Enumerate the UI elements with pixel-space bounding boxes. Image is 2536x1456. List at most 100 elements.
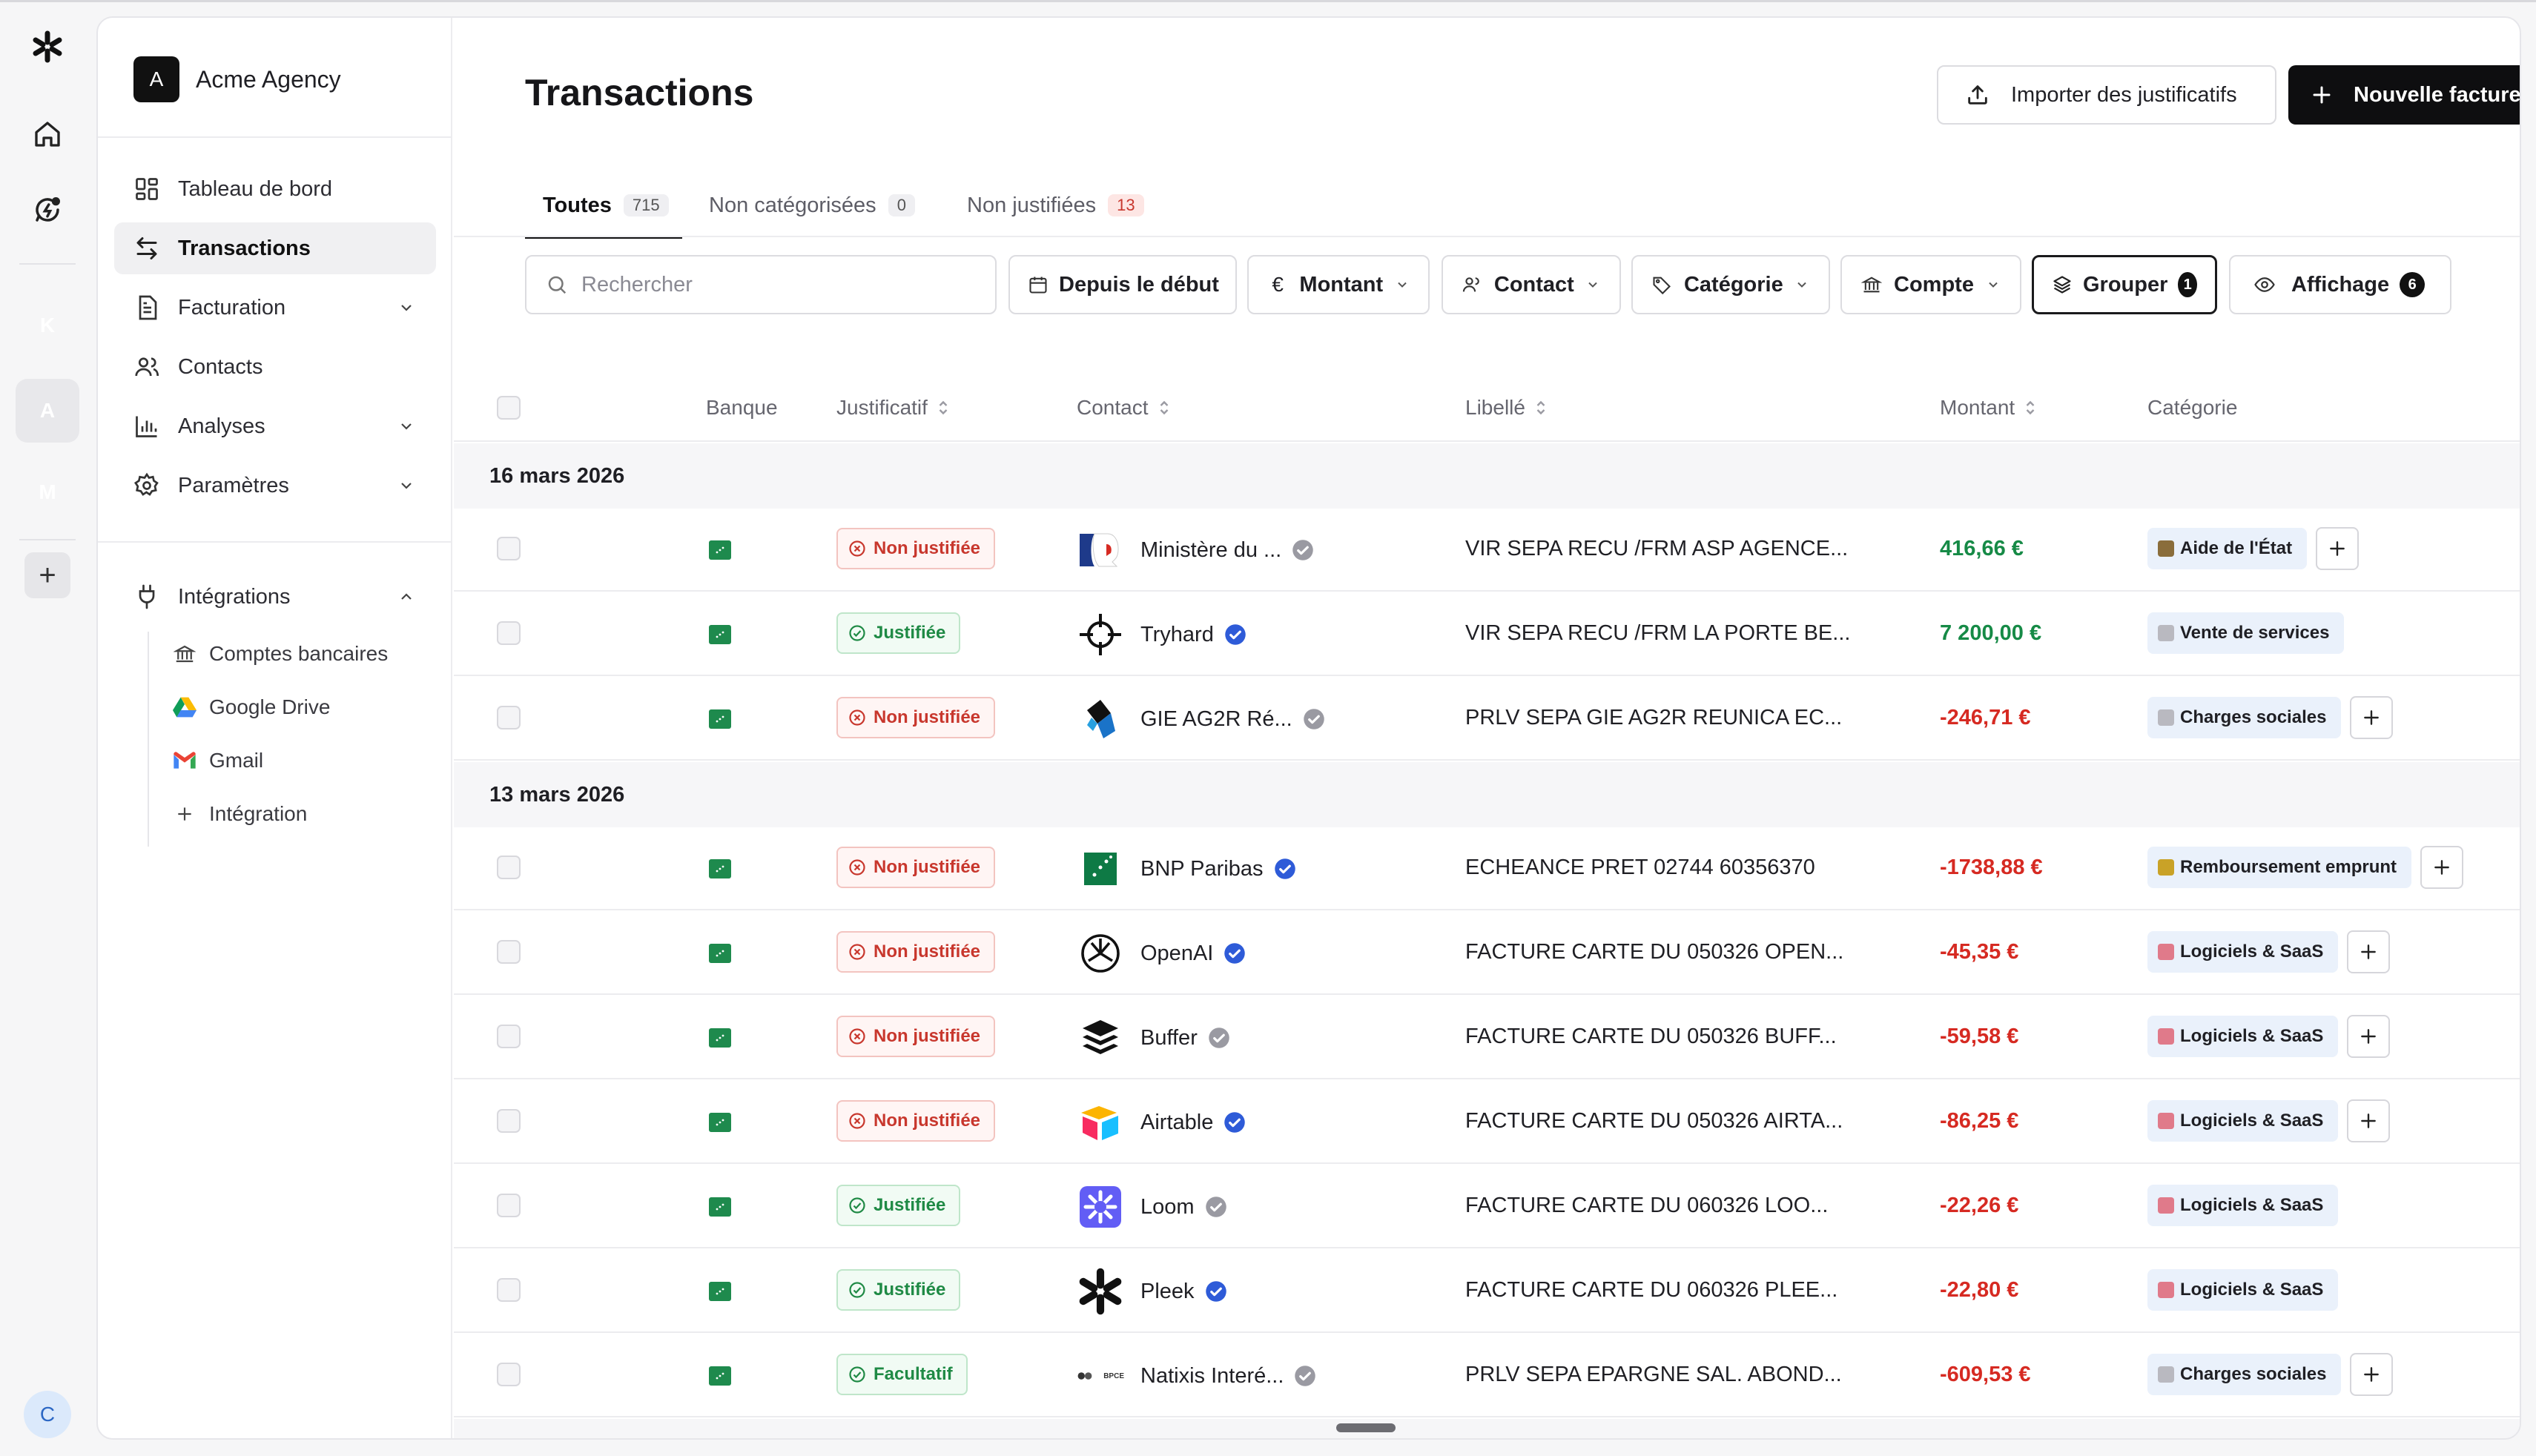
- table-row[interactable]: Non justifiée GIE AG2R Ré... PRLV SEPA GIE…: [454, 678, 2520, 761]
- justification-status-badge[interactable]: Justifiée: [836, 612, 961, 654]
- workspace-switcher[interactable]: A Acme Agency: [133, 56, 341, 102]
- new-invoice-button[interactable]: Nouvelle facture: [2288, 65, 2520, 125]
- workspace-a-button[interactable]: A: [39, 399, 56, 422]
- import-documents-button[interactable]: Importer des justificatifs: [1937, 65, 2276, 125]
- contact-cell[interactable]: Loom: [1077, 1183, 1227, 1231]
- add-category-button[interactable]: [2350, 1353, 2393, 1396]
- filter-account[interactable]: Compte: [1840, 255, 2021, 314]
- add-category-button[interactable]: [2347, 1099, 2390, 1142]
- row-checkbox[interactable]: [497, 1278, 521, 1302]
- app-logo-icon[interactable]: [24, 23, 71, 70]
- sidebar-item-analyses[interactable]: Analyses: [114, 400, 436, 452]
- sidebar-item-integrations[interactable]: Intégrations: [114, 571, 436, 623]
- table-row[interactable]: Justifiée Tryhard VIR SEPA RECU /FRM LA PO…: [454, 593, 2520, 676]
- category-tag[interactable]: Aide de l'État: [2147, 528, 2308, 569]
- table-row[interactable]: Justifiée Pleek FACTURE CARTE DU 060326 PL…: [454, 1250, 2520, 1333]
- category-tag[interactable]: Charges sociales: [2147, 1354, 2342, 1395]
- category-tag[interactable]: Charges sociales: [2147, 697, 2342, 738]
- chevron-down-icon[interactable]: [394, 414, 418, 438]
- column-header-justificatif[interactable]: Justificatif: [836, 374, 950, 442]
- column-header-montant[interactable]: Montant: [1940, 374, 2037, 442]
- tab-toutes[interactable]: Toutes 715: [525, 173, 682, 239]
- filter-amount[interactable]: € Montant: [1247, 255, 1430, 314]
- justification-status-badge[interactable]: Non justifiée: [836, 697, 996, 738]
- scroll-handle[interactable]: [1336, 1423, 1396, 1432]
- row-checkbox[interactable]: [497, 1363, 521, 1386]
- filter-date[interactable]: Depuis le début: [1008, 255, 1237, 314]
- add-category-button[interactable]: [2350, 696, 2393, 739]
- justification-status-badge[interactable]: Justifiée: [836, 1269, 961, 1311]
- justification-status-badge[interactable]: Non justifiée: [836, 931, 996, 973]
- table-row[interactable]: Facultatif BPCE Natixis Interé... PRLV SEPA…: [454, 1334, 2520, 1417]
- add-category-button[interactable]: [2347, 1015, 2390, 1058]
- add-category-button[interactable]: [2347, 930, 2390, 973]
- category-tag[interactable]: Logiciels & SaaS: [2147, 931, 2339, 973]
- add-workspace-button[interactable]: +: [24, 552, 70, 598]
- sidebar-item-facturation[interactable]: Facturation: [114, 282, 436, 334]
- sidebar-subitem-google-drive[interactable]: Google Drive: [172, 686, 330, 728]
- justification-status-badge[interactable]: Facultatif: [836, 1354, 968, 1395]
- category-tag[interactable]: Logiciels & SaaS: [2147, 1016, 2339, 1057]
- contact-cell[interactable]: OpenAI: [1077, 930, 1246, 977]
- contact-cell[interactable]: Tryhard: [1077, 611, 1246, 658]
- filter-category[interactable]: Catégorie: [1631, 255, 1830, 314]
- contact-cell[interactable]: BNP Paribas: [1077, 845, 1296, 893]
- contact-cell[interactable]: Pleek: [1077, 1268, 1227, 1315]
- table-row[interactable]: Non justifiée Ministère du ... VIR SEPA RE…: [454, 509, 2520, 592]
- row-checkbox[interactable]: [497, 1194, 521, 1217]
- home-icon[interactable]: [24, 110, 71, 158]
- category-tag[interactable]: Logiciels & SaaS: [2147, 1185, 2339, 1226]
- contact-cell[interactable]: BPCE Natixis Interé...: [1077, 1352, 1316, 1400]
- chevron-down-icon[interactable]: [394, 296, 418, 320]
- category-tag[interactable]: Logiciels & SaaS: [2147, 1100, 2339, 1142]
- table-row[interactable]: Non justifiée BNP Paribas ECHEANCE PRET 02…: [454, 827, 2520, 910]
- table-row[interactable]: Justifiée Loom FACTURE CARTE DU 060326 LOO…: [454, 1165, 2520, 1248]
- workspace-m-button[interactable]: M: [39, 480, 56, 503]
- chevron-up-icon[interactable]: [394, 585, 418, 609]
- sidebar-subitem-add-integration[interactable]: Intégration: [172, 793, 307, 835]
- justification-status-badge[interactable]: Non justifiée: [836, 847, 996, 888]
- row-checkbox[interactable]: [497, 621, 521, 645]
- column-header-contact[interactable]: Contact: [1077, 374, 1171, 442]
- user-avatar[interactable]: C: [24, 1391, 71, 1438]
- row-checkbox[interactable]: [497, 706, 521, 729]
- contact-cell[interactable]: Buffer: [1077, 1014, 1230, 1062]
- sidebar-item-parametres[interactable]: Paramètres: [114, 460, 436, 512]
- tab-non-categorisees[interactable]: Non catégorisées 0: [709, 173, 915, 237]
- justification-status-badge[interactable]: Justifiée: [836, 1185, 961, 1226]
- add-category-button[interactable]: [2316, 527, 2359, 570]
- sidebar-subitem-gmail[interactable]: Gmail: [172, 740, 263, 781]
- column-header-libelle[interactable]: Libellé: [1465, 374, 1548, 442]
- sidebar-item-contacts[interactable]: Contacts: [114, 341, 436, 393]
- tab-non-justifiees[interactable]: Non justifiées 13: [967, 173, 1144, 237]
- justification-status-badge[interactable]: Non justifiée: [836, 528, 996, 569]
- select-all-checkbox[interactable]: [497, 396, 521, 420]
- sidebar-item-dashboard[interactable]: Tableau de bord: [114, 163, 436, 215]
- contact-cell[interactable]: GIE AG2R Ré...: [1077, 695, 1325, 743]
- table-row[interactable]: Non justifiée Buffer FACTURE CARTE DU 0503…: [454, 996, 2520, 1079]
- row-checkbox[interactable]: [497, 537, 521, 560]
- row-checkbox[interactable]: [497, 1025, 521, 1048]
- justification-status-badge[interactable]: Non justifiée: [836, 1100, 996, 1142]
- notifications-icon[interactable]: [24, 186, 71, 234]
- justification-status-badge[interactable]: Non justifiée: [836, 1016, 996, 1057]
- category-tag[interactable]: Vente de services: [2147, 612, 2345, 654]
- chevron-down-icon[interactable]: [394, 474, 418, 497]
- contact-cell[interactable]: Ministère du ...: [1077, 526, 1314, 574]
- category-tag[interactable]: Logiciels & SaaS: [2147, 1269, 2339, 1311]
- search-input[interactable]: Rechercher: [525, 255, 997, 314]
- workspace-k-button[interactable]: K: [39, 314, 56, 337]
- sidebar-item-transactions[interactable]: Transactions: [114, 222, 436, 274]
- table-row[interactable]: Non justifiée OpenAI FACTURE CARTE DU 0503…: [454, 912, 2520, 995]
- add-category-button[interactable]: [2420, 846, 2463, 889]
- sidebar-subitem-comptes-bancaires[interactable]: Comptes bancaires: [172, 633, 388, 675]
- table-row[interactable]: Non justifiée Airtable FACTURE CARTE DU 05…: [454, 1081, 2520, 1164]
- group-by-button[interactable]: Grouper 1: [2032, 255, 2217, 314]
- filter-contact[interactable]: Contact: [1442, 255, 1621, 314]
- row-checkbox[interactable]: [497, 940, 521, 964]
- row-checkbox[interactable]: [497, 856, 521, 879]
- display-options-button[interactable]: Affichage 6: [2229, 255, 2451, 314]
- category-tag[interactable]: Remboursement emprunt: [2147, 847, 2412, 888]
- contact-cell[interactable]: Airtable: [1077, 1099, 1246, 1146]
- row-checkbox[interactable]: [497, 1109, 521, 1133]
